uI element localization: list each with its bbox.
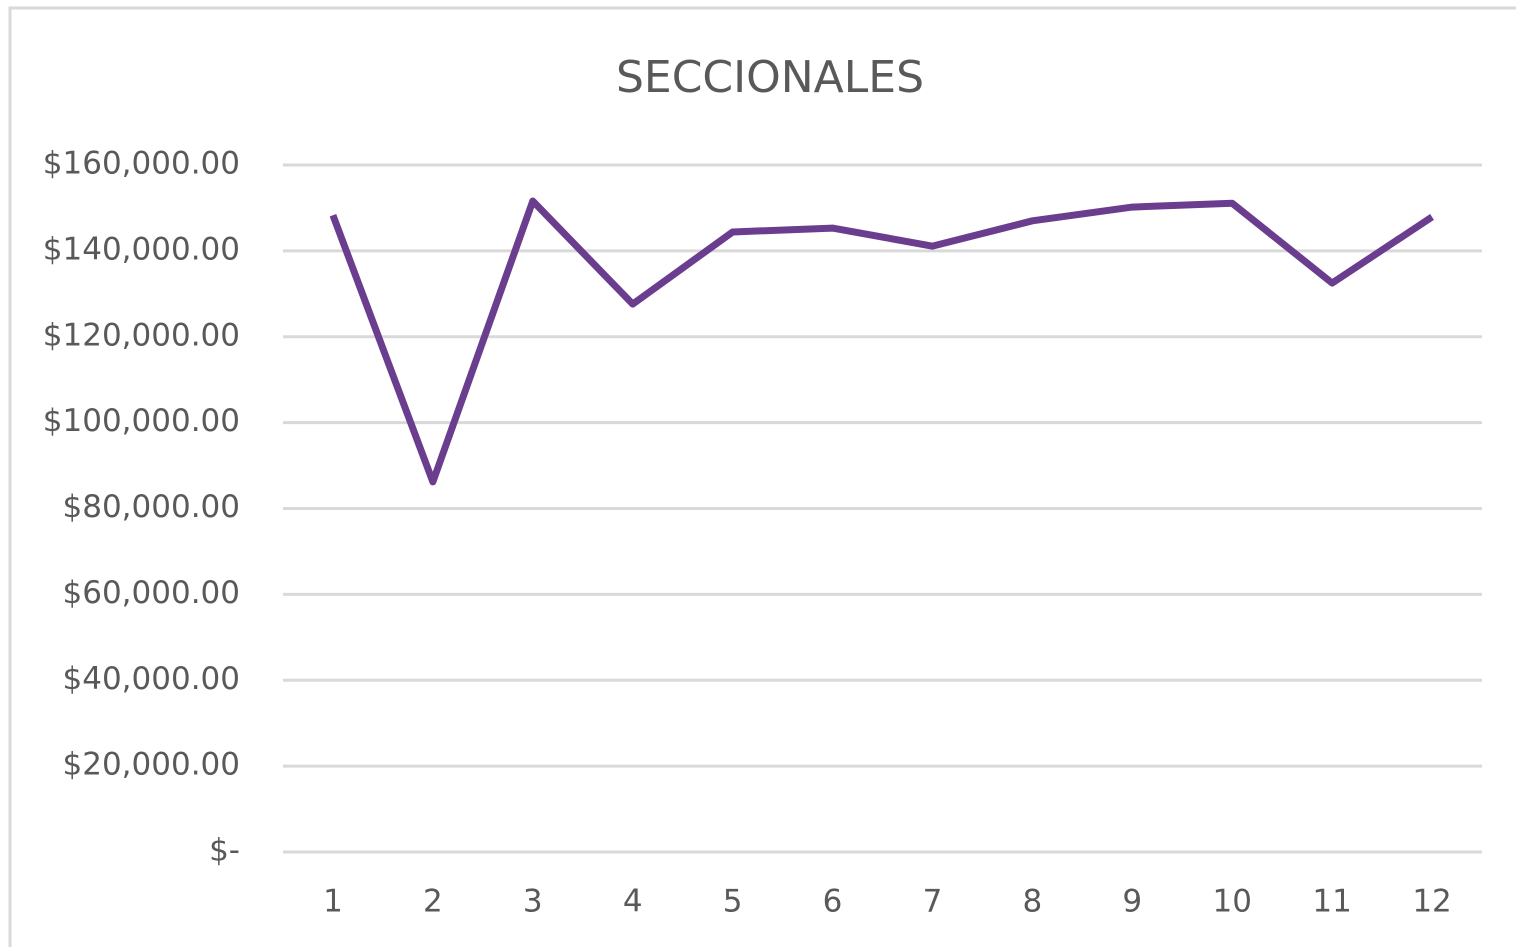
x-tick-label: 9 [1122, 884, 1142, 920]
y-tick-label: $20,000.00 [63, 747, 241, 783]
y-tick-label: $80,000.00 [63, 489, 241, 525]
x-tick-label: 4 [623, 884, 643, 920]
x-tick-label: 11 [1312, 884, 1351, 920]
x-tick-label: 7 [923, 884, 943, 920]
y-tick-label: $100,000.00 [43, 403, 240, 439]
y-tick-label: $140,000.00 [43, 231, 240, 267]
y-tick-label: $160,000.00 [43, 146, 240, 182]
chart-title: SECCIONALES [616, 52, 924, 103]
x-tick-label: 2 [423, 884, 443, 920]
x-tick-label: 8 [1023, 884, 1043, 920]
x-tick-label: 3 [523, 884, 543, 920]
x-tick-label: 1 [323, 884, 343, 920]
y-tick-label: $120,000.00 [43, 317, 240, 353]
x-tick-label: 10 [1212, 884, 1251, 920]
y-tick-label: $40,000.00 [63, 661, 241, 697]
data-line [329, 197, 1434, 486]
x-tick-label: 12 [1412, 884, 1451, 920]
x-tick-label: 5 [723, 884, 743, 920]
y-tick-label: $60,000.00 [63, 575, 241, 611]
x-tick-label: 6 [823, 884, 843, 920]
y-tick-label: $- [209, 833, 240, 869]
